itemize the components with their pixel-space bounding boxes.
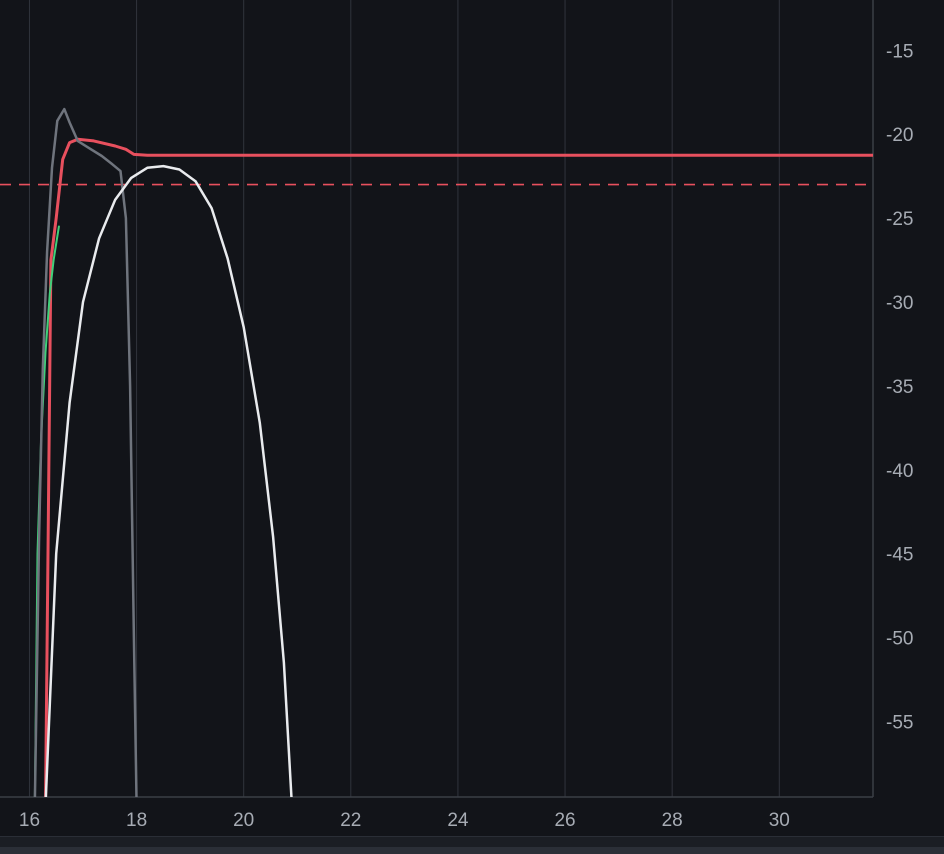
horizontal-scrollbar[interactable] (0, 836, 944, 854)
y-tick-label-3: -30 (886, 293, 913, 314)
y-tick-label-0: -15 (886, 41, 913, 62)
y-tick-label-5: -40 (886, 461, 913, 482)
y-tick-label-4: -35 (886, 377, 913, 398)
plot-border (0, 0, 874, 798)
series-line-2 (33, 107, 138, 797)
x-tick-label-6: 28 (662, 810, 683, 831)
y-axis-ticks: -15 -20 -25 -30 -35 -40 -45 -50 -55 (886, 41, 913, 733)
scrollbar-thumb[interactable] (0, 847, 944, 854)
x-tick-label-1: 18 (126, 810, 147, 831)
series-line-3 (44, 164, 293, 797)
y-tick-label-1: -20 (886, 125, 913, 146)
series-line-1 (33, 225, 60, 797)
x-tick-label-0: 16 (19, 810, 40, 831)
series-line-0 (44, 137, 873, 797)
series-group (0, 107, 873, 797)
y-tick-label-2: -25 (886, 209, 913, 230)
x-tick-label-5: 26 (554, 810, 575, 831)
y-tick-label-7: -50 (886, 629, 913, 650)
grid (28, 0, 780, 797)
x-tick-label-2: 20 (233, 810, 254, 831)
y-tick-label-6: -45 (886, 545, 913, 566)
x-tick-label-7: 30 (769, 810, 790, 831)
y-tick-label-8: -55 (886, 712, 913, 733)
x-tick-label-3: 22 (340, 810, 361, 831)
x-tick-label-4: 24 (447, 810, 469, 831)
x-axis-ticks: 16 18 20 22 24 26 28 30 (19, 810, 790, 831)
